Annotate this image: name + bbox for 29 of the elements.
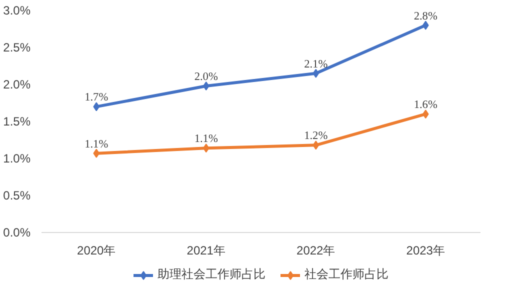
x-tick-label: 2023年 xyxy=(406,244,445,258)
y-tick-label: 1.0% xyxy=(3,152,31,166)
legend-label: 助理社会工作师占比 xyxy=(158,266,266,283)
data-label: 1.6% xyxy=(414,99,438,112)
point xyxy=(93,102,100,112)
legend-label: 社会工作师占比 xyxy=(304,266,388,283)
point xyxy=(93,148,100,158)
y-tick-label: 1.5% xyxy=(3,114,31,128)
y-tick-label: 3.0% xyxy=(3,4,31,18)
data-label: 1.2% xyxy=(304,130,328,142)
x-tick-label: 2020年 xyxy=(77,244,116,258)
point xyxy=(202,81,210,90)
point xyxy=(312,68,320,78)
data-label: 2.0% xyxy=(194,70,218,83)
point xyxy=(202,144,210,153)
data-label: 1.7% xyxy=(84,92,109,104)
y-tick-label: 0.0% xyxy=(3,226,31,240)
data-label: 2.1% xyxy=(304,58,328,70)
x-tick-label: 2021年 xyxy=(186,244,226,258)
point xyxy=(422,110,429,119)
point xyxy=(312,140,320,150)
y-tick-label: 2.5% xyxy=(3,40,31,54)
y-tick-label: 2.0% xyxy=(3,78,31,92)
data-label: 1.1% xyxy=(84,138,109,150)
point xyxy=(422,20,429,30)
data-label: 1.1% xyxy=(194,133,218,146)
data-label: 2.8% xyxy=(414,10,438,22)
y-tick-label: 0.5% xyxy=(3,188,31,202)
x-tick-label: 2022年 xyxy=(296,244,336,258)
